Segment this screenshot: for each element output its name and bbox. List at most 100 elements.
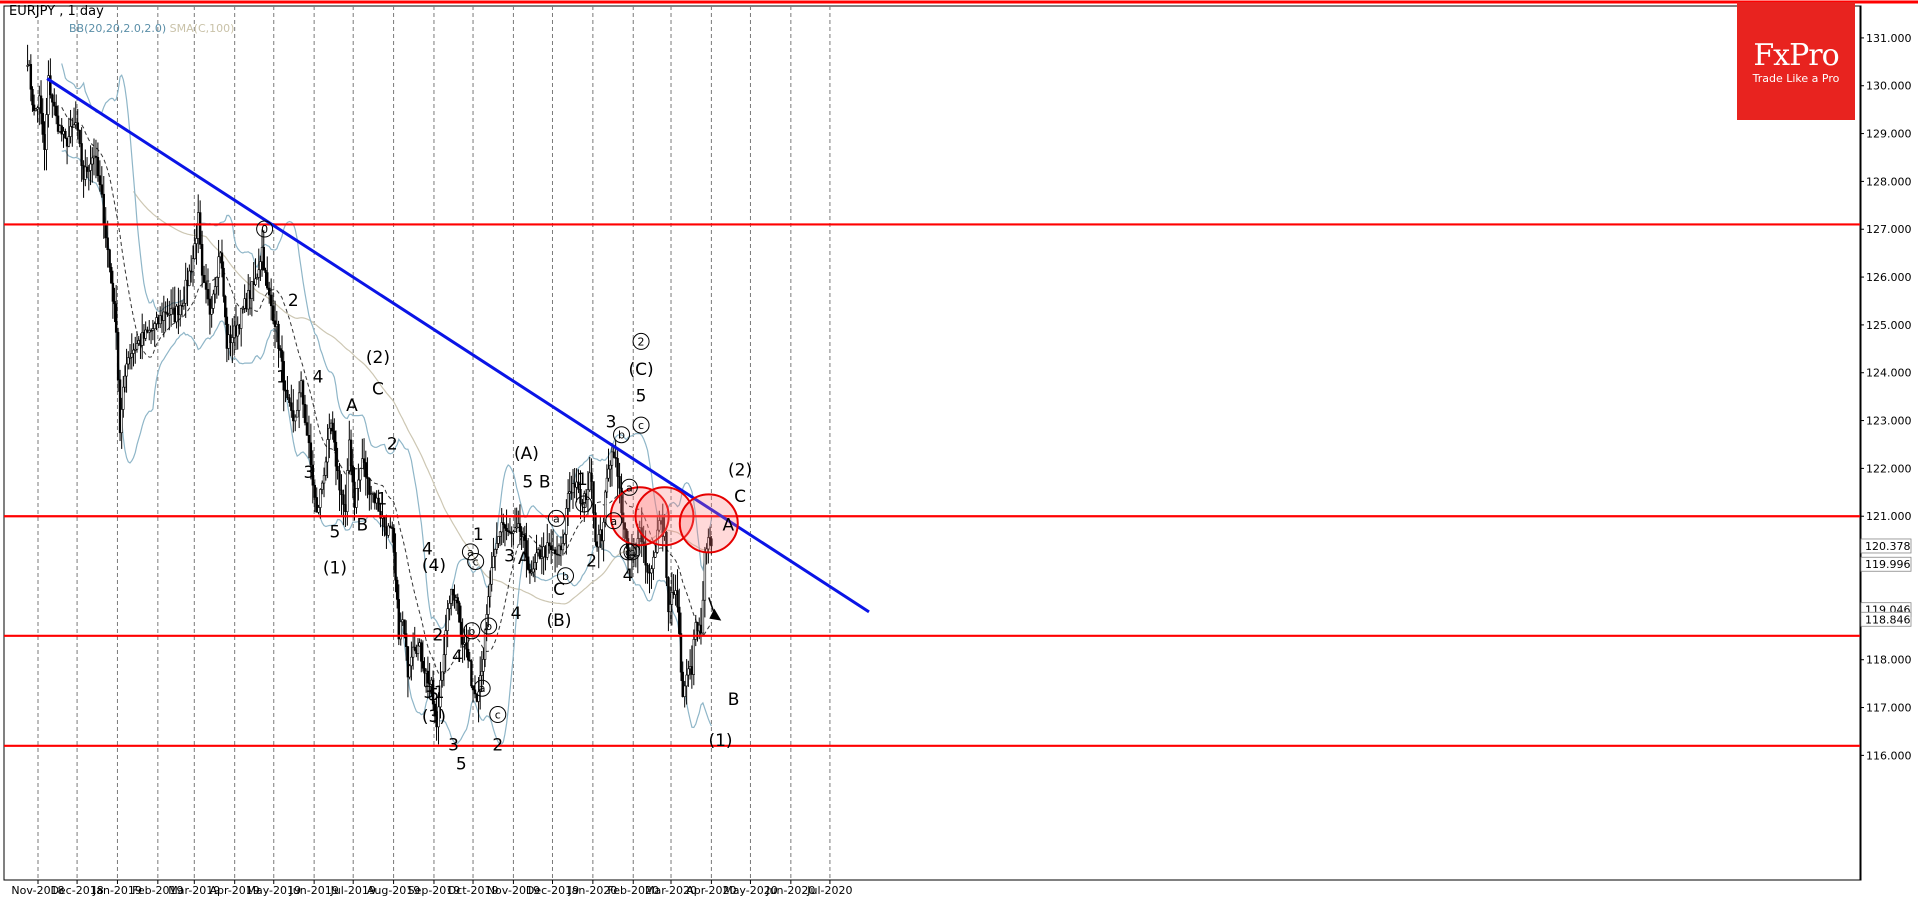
wave-label: 2 xyxy=(387,434,398,454)
candle-body xyxy=(128,356,132,359)
candle xyxy=(349,429,353,476)
candle xyxy=(658,510,661,533)
candle-body xyxy=(368,478,371,495)
candle xyxy=(453,584,456,609)
projection-arrow-head xyxy=(709,608,722,621)
candle xyxy=(311,450,315,504)
candle-body xyxy=(604,491,607,523)
candle xyxy=(676,569,679,613)
wave-label: 4 xyxy=(452,647,463,667)
wave-label-text: (2) xyxy=(728,461,752,481)
candle-body xyxy=(290,402,293,411)
candle-body xyxy=(487,596,490,615)
candle-body xyxy=(644,545,647,566)
candle-body xyxy=(526,556,530,570)
candle-body xyxy=(292,410,295,422)
sma-line xyxy=(133,191,712,605)
candle xyxy=(431,670,435,710)
candle-body xyxy=(646,564,649,573)
candle xyxy=(39,80,43,125)
candle-body xyxy=(60,125,63,135)
x-tick-label: Nov-2019 xyxy=(487,884,540,897)
candle-body xyxy=(676,590,679,608)
candle xyxy=(224,294,227,325)
candle xyxy=(394,533,397,593)
wave-label: 5 xyxy=(330,523,341,543)
wave-label: 4 xyxy=(313,367,324,387)
candle-body xyxy=(328,427,331,440)
resistance-circle xyxy=(678,493,739,554)
candle xyxy=(301,379,305,419)
candle-body xyxy=(241,307,245,310)
candle xyxy=(151,319,155,341)
candle-body xyxy=(493,549,497,557)
x-tick-label: Feb-2019 xyxy=(132,884,183,897)
candle xyxy=(586,471,590,515)
candle-body xyxy=(78,129,81,144)
candle-body xyxy=(313,484,316,498)
wave-label: a xyxy=(605,512,623,530)
candle xyxy=(295,399,299,418)
candle-body xyxy=(141,332,144,346)
candle xyxy=(555,535,559,568)
candle xyxy=(271,292,275,325)
wave-label: b xyxy=(463,622,481,640)
candle xyxy=(395,576,399,609)
candle xyxy=(257,248,260,288)
candle-body xyxy=(26,65,29,67)
candle xyxy=(210,296,213,328)
wave-label-circle xyxy=(620,478,638,496)
candle-body xyxy=(132,349,135,354)
wave-label: c xyxy=(632,416,650,434)
wave-label-text: 3 xyxy=(423,683,434,703)
candle-body xyxy=(319,489,322,508)
candle xyxy=(236,316,239,350)
bollinger-lower-band xyxy=(61,149,712,745)
wave-label-text: (4) xyxy=(422,556,446,576)
candle xyxy=(120,397,123,449)
candle xyxy=(98,160,102,192)
wave-label: 1 xyxy=(473,525,484,545)
wave-label: 2 xyxy=(632,332,650,350)
candle-body xyxy=(153,323,156,329)
candle-body xyxy=(149,329,153,332)
candle xyxy=(357,463,360,501)
wave-label-text: 4 xyxy=(452,647,463,667)
candle-body xyxy=(282,361,285,391)
wave-label: 1 xyxy=(577,470,588,490)
wave-label-text: 5 xyxy=(330,523,341,543)
candle-body xyxy=(135,343,139,350)
wave-label-text: 5 xyxy=(456,755,467,775)
candle-body xyxy=(342,494,345,505)
candle-body xyxy=(456,597,459,604)
candle-body xyxy=(520,531,523,538)
candle-body xyxy=(566,493,570,509)
candle-body xyxy=(497,536,500,544)
wave-label: 4 xyxy=(422,539,433,559)
candle-body xyxy=(91,157,94,165)
candle xyxy=(26,44,29,72)
candle-body xyxy=(208,298,212,315)
candle-body xyxy=(515,526,518,529)
candle-body xyxy=(76,122,79,131)
candle xyxy=(439,661,442,719)
candle xyxy=(577,469,580,494)
candle-body xyxy=(387,525,390,536)
candle xyxy=(630,533,634,578)
candle-body xyxy=(665,531,668,578)
candle xyxy=(321,480,324,495)
wave-label: C xyxy=(553,580,565,600)
candle-body xyxy=(612,451,615,458)
wave-label: (1) xyxy=(323,559,347,579)
wave-label: (A) xyxy=(514,444,539,464)
candle xyxy=(493,548,497,571)
candle-body xyxy=(106,237,109,251)
wave-label-text: C xyxy=(734,487,746,507)
candle-body xyxy=(355,488,358,508)
wave-label-text: (2) xyxy=(366,348,390,368)
resistance-circle xyxy=(609,486,670,547)
candle-body xyxy=(670,592,674,605)
candle xyxy=(492,537,495,568)
candle xyxy=(104,207,107,248)
